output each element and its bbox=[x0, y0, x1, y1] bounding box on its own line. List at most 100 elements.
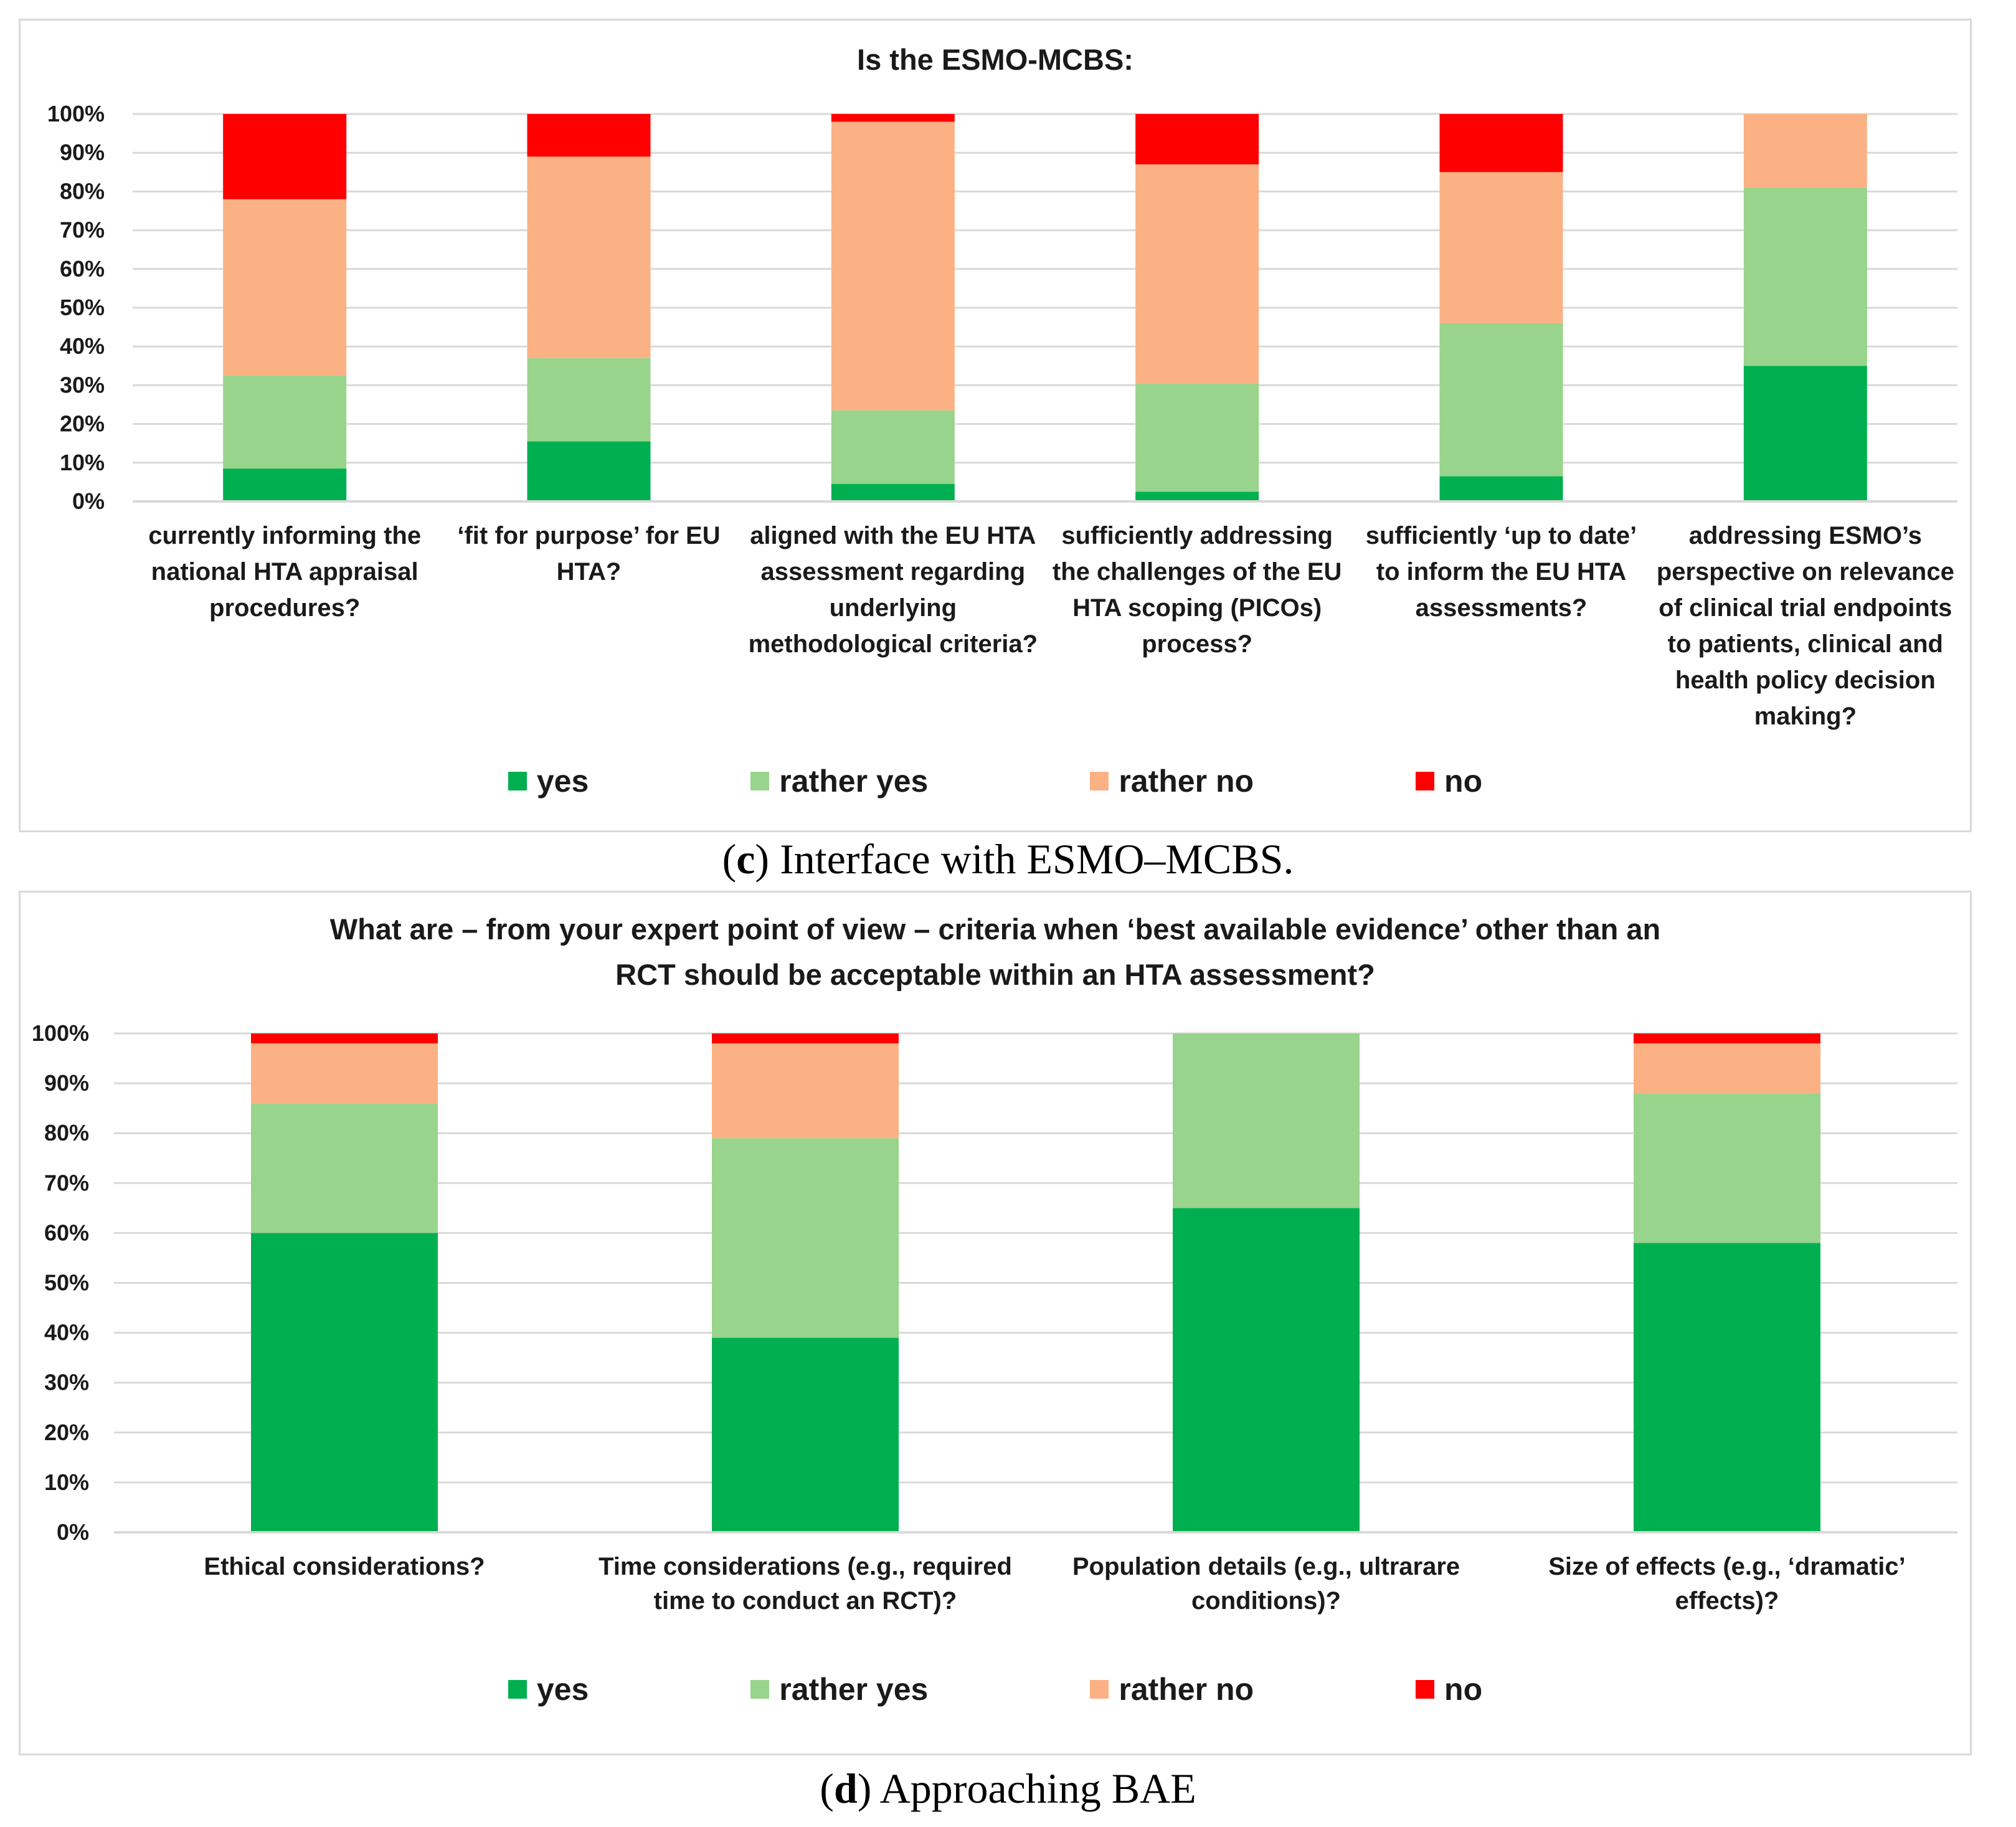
y-tick-label: 100% bbox=[32, 1020, 89, 1046]
legend-swatch-rather-yes bbox=[750, 772, 770, 790]
category-label: sufficiently ‘up to date’ to inform the E… bbox=[1366, 522, 1637, 622]
category-label-line: HTA scoping (PICOs) bbox=[1072, 594, 1322, 622]
y-tick-label: 10% bbox=[60, 450, 105, 475]
category-label-line: perspective on relevance bbox=[1657, 558, 1954, 586]
y-tick-label: 70% bbox=[60, 217, 105, 243]
legend-swatch-rather-no bbox=[1090, 772, 1109, 790]
legend-swatch-yes bbox=[508, 1680, 527, 1699]
bar-segment-rather-no bbox=[1634, 1043, 1820, 1094]
category-label: addressing ESMO’s perspective on relevanc… bbox=[1657, 522, 1954, 730]
legend-item-yes: yes bbox=[508, 1671, 589, 1707]
category-label-line: Time considerations (e.g., required bbox=[599, 1553, 1012, 1580]
bar-segment-yes bbox=[831, 484, 955, 501]
y-tick-label: 0% bbox=[72, 488, 105, 514]
category-label: aligned with the EU HTA assessment regard… bbox=[749, 522, 1038, 658]
bar-segment-rather-yes bbox=[1743, 187, 1867, 366]
chart-title: What are – from your expert point of vie… bbox=[21, 906, 1970, 997]
y-tick-label: 60% bbox=[44, 1220, 89, 1245]
bar-segment-rather-yes bbox=[831, 410, 955, 485]
legend-item-rather-no: rather no bbox=[1090, 763, 1254, 799]
chart-title-line: Is the ESMO-MCBS: bbox=[857, 43, 1133, 76]
y-tick-label: 70% bbox=[44, 1170, 89, 1195]
bar-segment-yes bbox=[1135, 491, 1259, 501]
category-label-line: Population details (e.g., ultrarare bbox=[1072, 1553, 1460, 1580]
bar-segment-rather-yes bbox=[251, 1103, 438, 1233]
category-label-line: currently informing the bbox=[148, 522, 421, 549]
category-label-line: Ethical considerations? bbox=[204, 1553, 485, 1580]
category-label-line: process? bbox=[1142, 630, 1252, 658]
bar-segment-yes bbox=[712, 1337, 899, 1532]
category-label-line: assessment regarding bbox=[761, 558, 1026, 586]
legend-label: no bbox=[1444, 764, 1483, 799]
y-tick-label: 20% bbox=[60, 411, 105, 437]
category-label: ‘fit for purpose’ for EU HTA? bbox=[457, 522, 720, 586]
bar-segment-rather-yes bbox=[527, 358, 651, 442]
y-tick-label: 90% bbox=[60, 140, 105, 165]
legend-label: yes bbox=[536, 1672, 589, 1707]
figure-caption-d: (d) Approaching BAE bbox=[820, 1765, 1196, 1812]
y-tick-label: 80% bbox=[60, 178, 105, 204]
bar-segment-rather-no bbox=[831, 121, 955, 410]
caption-letter: c bbox=[736, 835, 755, 883]
legend-label: yes bbox=[536, 764, 589, 799]
y-tick-label: 10% bbox=[44, 1469, 89, 1495]
y-tick-label: 30% bbox=[60, 372, 105, 397]
category-label-line: methodological criteria? bbox=[749, 630, 1038, 658]
legend-swatch-rather-yes bbox=[750, 1680, 770, 1699]
category-label-line: HTA? bbox=[557, 558, 622, 586]
bar-segment-rather-yes bbox=[1439, 323, 1563, 477]
legend-item-yes: yes bbox=[508, 763, 589, 799]
category-label-line: Size of effects (e.g., ‘dramatic’ bbox=[1548, 1553, 1906, 1580]
y-tick-label: 100% bbox=[47, 101, 105, 126]
bar-segment-rather-no bbox=[712, 1043, 899, 1139]
y-tick-label: 30% bbox=[44, 1370, 89, 1395]
bar-segment-rather-no bbox=[1743, 114, 1867, 188]
bar-segment-no bbox=[712, 1033, 899, 1044]
chart-title: Is the ESMO-MCBS: bbox=[21, 37, 1970, 82]
legend-item-no: no bbox=[1416, 763, 1482, 799]
y-tick-label: 90% bbox=[44, 1070, 89, 1096]
caption-text: Approaching BAE bbox=[871, 1765, 1196, 1812]
category-label-line: health policy decision bbox=[1675, 667, 1936, 694]
stacked-bar-chart: 0% 10% 20% 30% 40% 50% 60% 70% 80% 90% 100% current… bbox=[47, 101, 1957, 730]
y-tick-label: 50% bbox=[44, 1270, 89, 1296]
category-label-line: time to conduct an RCT)? bbox=[654, 1587, 957, 1615]
bar-segment-no bbox=[831, 114, 955, 122]
legend-item-rather-yes: rather yes bbox=[750, 1671, 928, 1707]
bar-segment-rather-yes bbox=[712, 1138, 899, 1338]
stacked-bar-chart: 0% 10% 20% 30% 40% 50% 60% 70% 80% 90% 100% Ethical… bbox=[32, 1020, 1957, 1615]
chart-panel-c: Is the ESMO-MCBS: 0% 10% 20% 30% 40% 50% 60% 70… bbox=[19, 19, 1972, 832]
y-tick-label: 50% bbox=[60, 295, 105, 320]
category-label: Ethical considerations? bbox=[204, 1553, 485, 1580]
category-label-line: addressing ESMO’s bbox=[1689, 522, 1922, 549]
legend-swatch-no bbox=[1416, 772, 1435, 790]
category-label-line: assessments? bbox=[1416, 594, 1588, 622]
category-label-line: conditions)? bbox=[1191, 1587, 1341, 1615]
legend-label: rather no bbox=[1119, 764, 1254, 799]
y-tick-label: 60% bbox=[60, 256, 105, 282]
category-label: Population details (e.g., ultrarare condi… bbox=[1072, 1553, 1460, 1615]
bar-segment-rather-yes bbox=[223, 375, 347, 469]
legend-label: rather yes bbox=[779, 1672, 929, 1707]
bar-segment-no bbox=[1439, 114, 1563, 173]
bar-segment-yes bbox=[251, 1233, 438, 1532]
y-tick-label: 80% bbox=[44, 1120, 89, 1146]
category-label-line: procedures? bbox=[209, 594, 360, 622]
figure-caption-c: (c) Interface with ESMO–MCBS. bbox=[722, 835, 1294, 883]
category-label-line: aligned with the EU HTA bbox=[750, 522, 1036, 549]
bar-segment-yes bbox=[1634, 1243, 1820, 1532]
category-label-line: ‘fit for purpose’ for EU bbox=[457, 522, 720, 549]
bar-segment-no bbox=[251, 1033, 438, 1044]
y-tick-label: 20% bbox=[44, 1420, 89, 1445]
legend-item-rather-no: rather no bbox=[1090, 1671, 1254, 1707]
bar-segment-rather-no bbox=[1439, 172, 1563, 323]
bar-segment-rather-yes bbox=[1634, 1093, 1820, 1243]
category-label-line: national HTA appraisal bbox=[151, 558, 419, 586]
category-label-line: to inform the EU HTA bbox=[1376, 558, 1626, 586]
y-tick-label: 40% bbox=[60, 333, 105, 359]
bar-segment-yes bbox=[223, 468, 347, 501]
legend-swatch-no bbox=[1416, 1680, 1435, 1699]
bar-segment-rather-no bbox=[1135, 164, 1259, 384]
category-label: sufficiently addressing the challenges of… bbox=[1053, 522, 1342, 658]
legend-label: no bbox=[1444, 1672, 1483, 1707]
